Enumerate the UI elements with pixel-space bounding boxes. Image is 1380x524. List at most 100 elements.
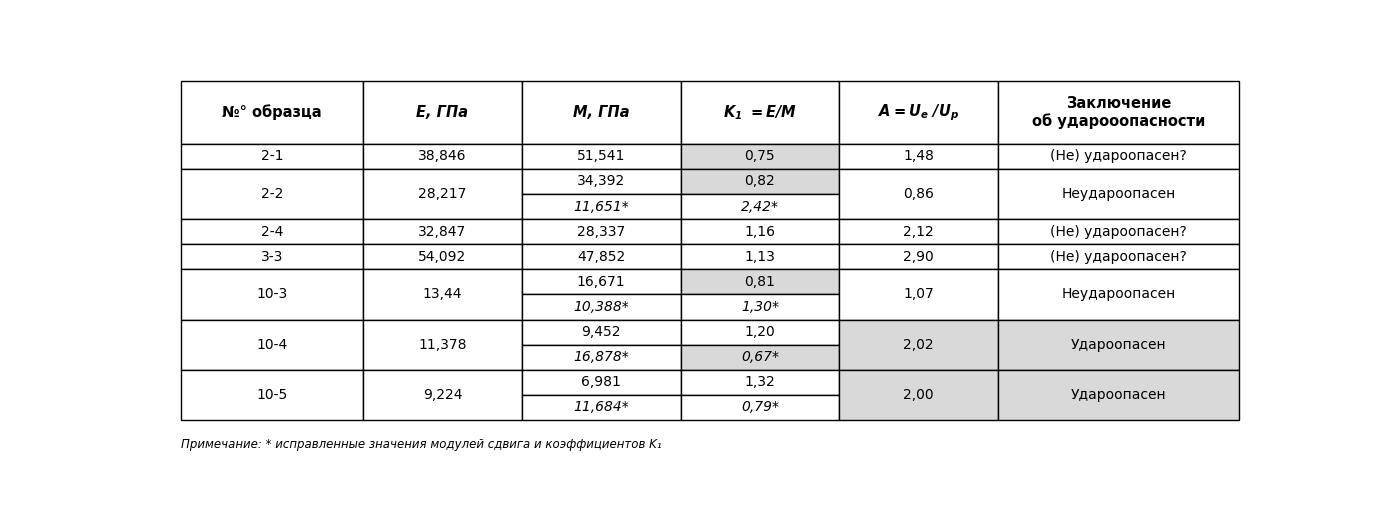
- Text: $\bfit{A = U_e}$ $\bfit{/ U_p}$: $\bfit{A = U_e}$ $\bfit{/ U_p}$: [878, 102, 959, 123]
- Bar: [181, 81, 363, 144]
- Bar: [522, 269, 680, 294]
- Bar: [522, 219, 680, 244]
- Bar: [181, 144, 363, 169]
- Bar: [522, 320, 680, 345]
- Bar: [181, 219, 363, 244]
- Bar: [680, 169, 839, 194]
- Bar: [680, 294, 839, 320]
- Bar: [363, 269, 522, 320]
- Bar: [839, 81, 998, 144]
- Bar: [998, 144, 1239, 169]
- Text: 2-4: 2-4: [261, 225, 283, 238]
- Bar: [363, 219, 522, 244]
- Text: 1,13: 1,13: [744, 250, 776, 264]
- Text: 1,30*: 1,30*: [741, 300, 778, 314]
- Bar: [998, 269, 1239, 320]
- Text: 0,86: 0,86: [903, 187, 934, 201]
- Bar: [181, 244, 363, 269]
- Bar: [680, 194, 839, 219]
- Bar: [181, 320, 363, 370]
- Bar: [839, 320, 998, 370]
- Text: 0,81: 0,81: [744, 275, 776, 289]
- Bar: [839, 169, 998, 219]
- Text: 2,00: 2,00: [904, 388, 934, 402]
- Text: Удароопасен: Удароопасен: [1071, 388, 1166, 402]
- Bar: [680, 345, 839, 370]
- Bar: [522, 345, 680, 370]
- Text: 1,32: 1,32: [744, 375, 776, 389]
- Bar: [998, 320, 1239, 370]
- Text: 1,20: 1,20: [744, 325, 776, 339]
- Bar: [522, 169, 680, 194]
- Bar: [680, 370, 839, 395]
- Bar: [181, 370, 363, 420]
- Bar: [998, 219, 1239, 244]
- Bar: [363, 370, 522, 420]
- Bar: [998, 81, 1239, 144]
- Bar: [998, 244, 1239, 269]
- Text: Неудароопасен: Неудароопасен: [1061, 187, 1176, 201]
- Bar: [522, 194, 680, 219]
- Text: 11,651*: 11,651*: [573, 200, 629, 213]
- Bar: [839, 269, 998, 320]
- Bar: [522, 244, 680, 269]
- Text: Неудароопасен: Неудароопасен: [1061, 287, 1176, 301]
- Text: 1,07: 1,07: [903, 287, 934, 301]
- Text: (Не) удароопасен?: (Не) удароопасен?: [1050, 149, 1187, 163]
- Text: 38,846: 38,846: [418, 149, 466, 163]
- Text: M, ГПа: M, ГПа: [573, 105, 629, 120]
- Text: 9,452: 9,452: [581, 325, 621, 339]
- Text: 2,42*: 2,42*: [741, 200, 778, 213]
- Text: 28,217: 28,217: [418, 187, 466, 201]
- Text: (Не) удароопасен?: (Не) удароопасен?: [1050, 225, 1187, 238]
- Text: 0,79*: 0,79*: [741, 400, 778, 414]
- Bar: [680, 320, 839, 345]
- Text: 0,82: 0,82: [744, 174, 776, 189]
- Text: 10,388*: 10,388*: [573, 300, 629, 314]
- Text: 11,684*: 11,684*: [573, 400, 629, 414]
- Bar: [181, 269, 363, 320]
- Bar: [363, 169, 522, 219]
- Text: 9,224: 9,224: [422, 388, 462, 402]
- Bar: [363, 81, 522, 144]
- Bar: [680, 269, 839, 294]
- Text: 34,392: 34,392: [577, 174, 625, 189]
- Text: 28,337: 28,337: [577, 225, 625, 238]
- Bar: [680, 219, 839, 244]
- Bar: [522, 144, 680, 169]
- Bar: [998, 169, 1239, 219]
- Text: Заключение
об ударооопасности: Заключение об ударооопасности: [1032, 96, 1205, 129]
- Bar: [181, 169, 363, 219]
- Text: 2-1: 2-1: [261, 149, 283, 163]
- Bar: [522, 395, 680, 420]
- Bar: [522, 370, 680, 395]
- Text: 6,981: 6,981: [581, 375, 621, 389]
- Text: 10-3: 10-3: [257, 287, 288, 301]
- Text: 3-3: 3-3: [261, 250, 283, 264]
- Text: 11,378: 11,378: [418, 337, 466, 352]
- Text: $\bfit{K}_{\bfit{1}}$ $\bfit{= E/M}$: $\bfit{K}_{\bfit{1}}$ $\bfit{= E/M}$: [723, 103, 796, 122]
- Text: 0,75: 0,75: [745, 149, 776, 163]
- Text: 1,48: 1,48: [903, 149, 934, 163]
- Bar: [363, 244, 522, 269]
- Bar: [680, 395, 839, 420]
- Text: 1,16: 1,16: [744, 225, 776, 238]
- Bar: [839, 144, 998, 169]
- Text: №° образца: №° образца: [222, 104, 322, 120]
- Text: 16,878*: 16,878*: [573, 350, 629, 364]
- Bar: [680, 144, 839, 169]
- Bar: [363, 320, 522, 370]
- Bar: [839, 219, 998, 244]
- Text: 0,67*: 0,67*: [741, 350, 778, 364]
- Text: 16,671: 16,671: [577, 275, 625, 289]
- Text: Примечание: * исправленные значения модулей сдвига и коэффициентов K₁: Примечание: * исправленные значения моду…: [181, 438, 661, 451]
- Text: 2-2: 2-2: [261, 187, 283, 201]
- Bar: [839, 370, 998, 420]
- Text: (Не) удароопасен?: (Не) удароопасен?: [1050, 250, 1187, 264]
- Bar: [680, 81, 839, 144]
- Text: 2,90: 2,90: [903, 250, 934, 264]
- Text: Удароопасен: Удароопасен: [1071, 337, 1166, 352]
- Text: 2,02: 2,02: [904, 337, 934, 352]
- Text: 2,12: 2,12: [903, 225, 934, 238]
- Text: 13,44: 13,44: [422, 287, 462, 301]
